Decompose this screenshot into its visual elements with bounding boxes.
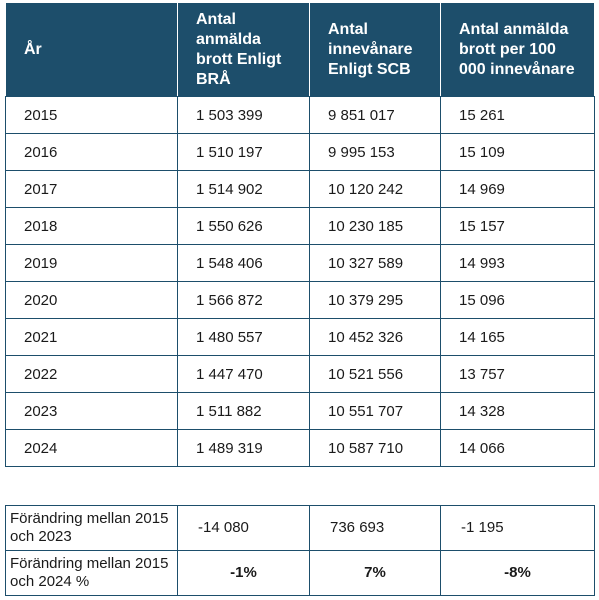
value-cell: 1 548 406 <box>177 244 310 282</box>
value-cell: 15 109 <box>440 133 595 171</box>
value-cell: 1 503 399 <box>177 96 310 134</box>
summary-value: -1% <box>177 550 310 596</box>
summary-label: Förändring mellan 2015 och 2024 % <box>5 550 178 596</box>
year-cell: 2021 <box>5 318 178 356</box>
summary-value: -8% <box>440 550 595 596</box>
summary-label: Förändring mellan 2015 och 2023 <box>5 505 178 551</box>
value-cell: 14 165 <box>440 318 595 356</box>
table-row: 2019 1 548 406 10 327 589 14 993 <box>5 244 595 282</box>
table-row: 2020 1 566 872 10 379 295 15 096 <box>5 281 595 319</box>
value-cell: 10 120 242 <box>309 170 441 208</box>
value-cell: 1 489 319 <box>177 429 310 467</box>
value-cell: 1 447 470 <box>177 355 310 393</box>
summary-value: 7% <box>309 550 441 596</box>
value-cell: 1 511 882 <box>177 392 310 430</box>
year-cell: 2020 <box>5 281 178 319</box>
table-row: 2022 1 447 470 10 521 556 13 757 <box>5 355 595 393</box>
header-cell: Antal innevånare Enligt SCB <box>309 2 441 97</box>
value-cell: 1 566 872 <box>177 281 310 319</box>
value-cell: 14 969 <box>440 170 595 208</box>
year-cell: 2023 <box>5 392 178 430</box>
value-cell: 14 328 <box>440 392 595 430</box>
summary-value: -14 080 <box>177 505 310 551</box>
value-cell: 15 261 <box>440 96 595 134</box>
value-cell: 13 757 <box>440 355 595 393</box>
year-cell: 2018 <box>5 207 178 245</box>
year-cell: 2016 <box>5 133 178 171</box>
table-row: 2017 1 514 902 10 120 242 14 969 <box>5 170 595 208</box>
value-cell: 1 514 902 <box>177 170 310 208</box>
value-cell: 9 995 153 <box>309 133 441 171</box>
value-cell: 15 096 <box>440 281 595 319</box>
year-cell: 2024 <box>5 429 178 467</box>
value-cell: 15 157 <box>440 207 595 245</box>
header-cell: År <box>5 2 178 97</box>
value-cell: 10 379 295 <box>309 281 441 319</box>
table-row: 2018 1 550 626 10 230 185 15 157 <box>5 207 595 245</box>
value-cell: 10 327 589 <box>309 244 441 282</box>
value-cell: 9 851 017 <box>309 96 441 134</box>
value-cell: 10 230 185 <box>309 207 441 245</box>
header-cell: Antal anmälda brott Enligt BRÅ <box>177 2 310 97</box>
table-row: 2021 1 480 557 10 452 326 14 165 <box>5 318 595 356</box>
value-cell: 1 480 557 <box>177 318 310 356</box>
summary-row: Förändring mellan 2015 och 2024 % -1% 7% -8… <box>5 550 595 596</box>
value-cell: 10 551 707 <box>309 392 441 430</box>
year-cell: 2015 <box>5 96 178 134</box>
header-cell: Antal anmälda brott per 100 000 innevåna… <box>440 2 595 97</box>
value-cell: 14 066 <box>440 429 595 467</box>
header-row: År Antal anmälda brott Enligt BRÅ Antal in… <box>5 2 595 97</box>
value-cell: 10 452 326 <box>309 318 441 356</box>
year-cell: 2017 <box>5 170 178 208</box>
crime-table: År Antal anmälda brott Enligt BRÅ Antal in… <box>5 2 595 467</box>
year-cell: 2019 <box>5 244 178 282</box>
table-row: 2023 1 511 882 10 551 707 14 328 <box>5 392 595 430</box>
value-cell: 1 550 626 <box>177 207 310 245</box>
table-row: 2015 1 503 399 9 851 017 15 261 <box>5 96 595 134</box>
value-cell: 10 521 556 <box>309 355 441 393</box>
value-cell: 10 587 710 <box>309 429 441 467</box>
summary-value: 736 693 <box>309 505 441 551</box>
summary-table: Förändring mellan 2015 och 2023 -14 080 73… <box>5 505 595 596</box>
year-cell: 2022 <box>5 355 178 393</box>
table-row: 2024 1 489 319 10 587 710 14 066 <box>5 429 595 467</box>
summary-value: -1 195 <box>440 505 595 551</box>
value-cell: 1 510 197 <box>177 133 310 171</box>
table-row: 2016 1 510 197 9 995 153 15 109 <box>5 133 595 171</box>
summary-row: Förändring mellan 2015 och 2023 -14 080 73… <box>5 505 595 551</box>
value-cell: 14 993 <box>440 244 595 282</box>
